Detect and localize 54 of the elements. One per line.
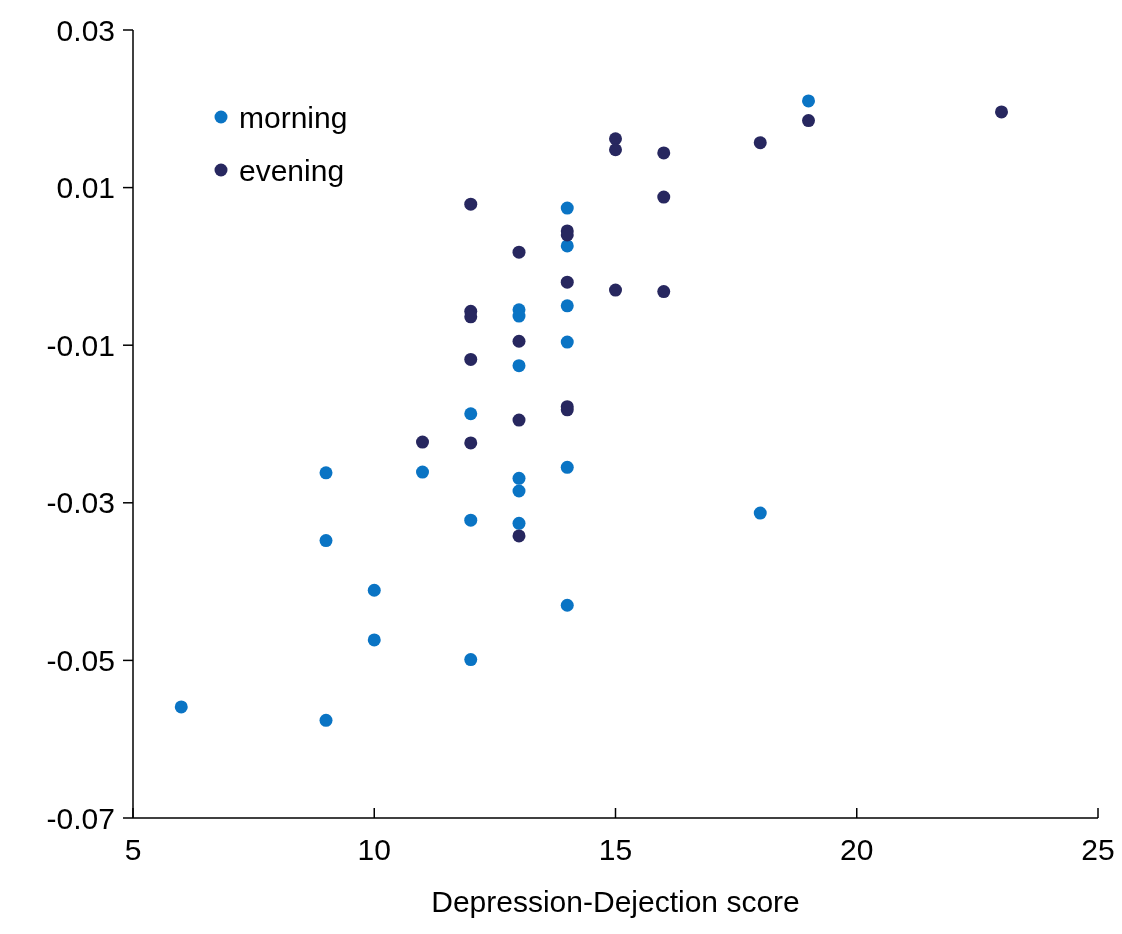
point: [319, 466, 333, 480]
point: [464, 197, 478, 211]
point: [753, 136, 767, 150]
point: [560, 275, 574, 289]
x-tick-label: 10: [357, 833, 391, 866]
y-tick-label: 0.03: [56, 13, 115, 47]
point: [512, 413, 526, 427]
legend-label: morning: [239, 100, 348, 134]
point: [560, 598, 574, 612]
point: [560, 299, 574, 313]
point: [464, 513, 478, 527]
point: [753, 506, 767, 520]
point: [560, 335, 574, 349]
x-tick-label: 20: [840, 833, 874, 866]
point: [609, 283, 622, 297]
point: [560, 460, 574, 474]
y-tick-label: -0.03: [46, 486, 115, 520]
point: [319, 534, 333, 548]
legend-label: evening: [239, 153, 345, 187]
point: [464, 407, 478, 421]
point: [512, 529, 526, 543]
point: [802, 94, 815, 108]
point: [560, 239, 574, 253]
point: [416, 435, 429, 449]
point: [512, 516, 526, 530]
point: [512, 245, 526, 259]
x-axis-title: Depression-Dejection score: [431, 885, 800, 918]
y-tick-label: -0.05: [46, 643, 115, 677]
point: [657, 190, 671, 204]
x-tick-label: 25: [1081, 833, 1115, 866]
x-tick-label: 5: [124, 833, 142, 866]
point: [512, 334, 526, 348]
point: [512, 359, 526, 373]
point: [657, 285, 671, 299]
y-tick-label: -0.01: [46, 328, 115, 362]
point: [367, 583, 381, 597]
point: [367, 633, 381, 647]
x-tick-label: 15: [598, 833, 633, 866]
point: [657, 146, 671, 160]
point: [560, 201, 574, 215]
point: [995, 105, 1008, 119]
y-tick-label: -0.07: [46, 801, 115, 835]
point: [512, 471, 526, 485]
point: [464, 436, 478, 450]
point: [802, 114, 815, 128]
point: [609, 143, 622, 157]
point: [319, 713, 333, 727]
point: [512, 484, 526, 498]
point: [464, 653, 478, 667]
point: [416, 465, 429, 479]
point: [464, 352, 478, 366]
point: [609, 132, 622, 146]
point: [174, 700, 188, 714]
y-tick-label: 0.01: [56, 171, 115, 205]
